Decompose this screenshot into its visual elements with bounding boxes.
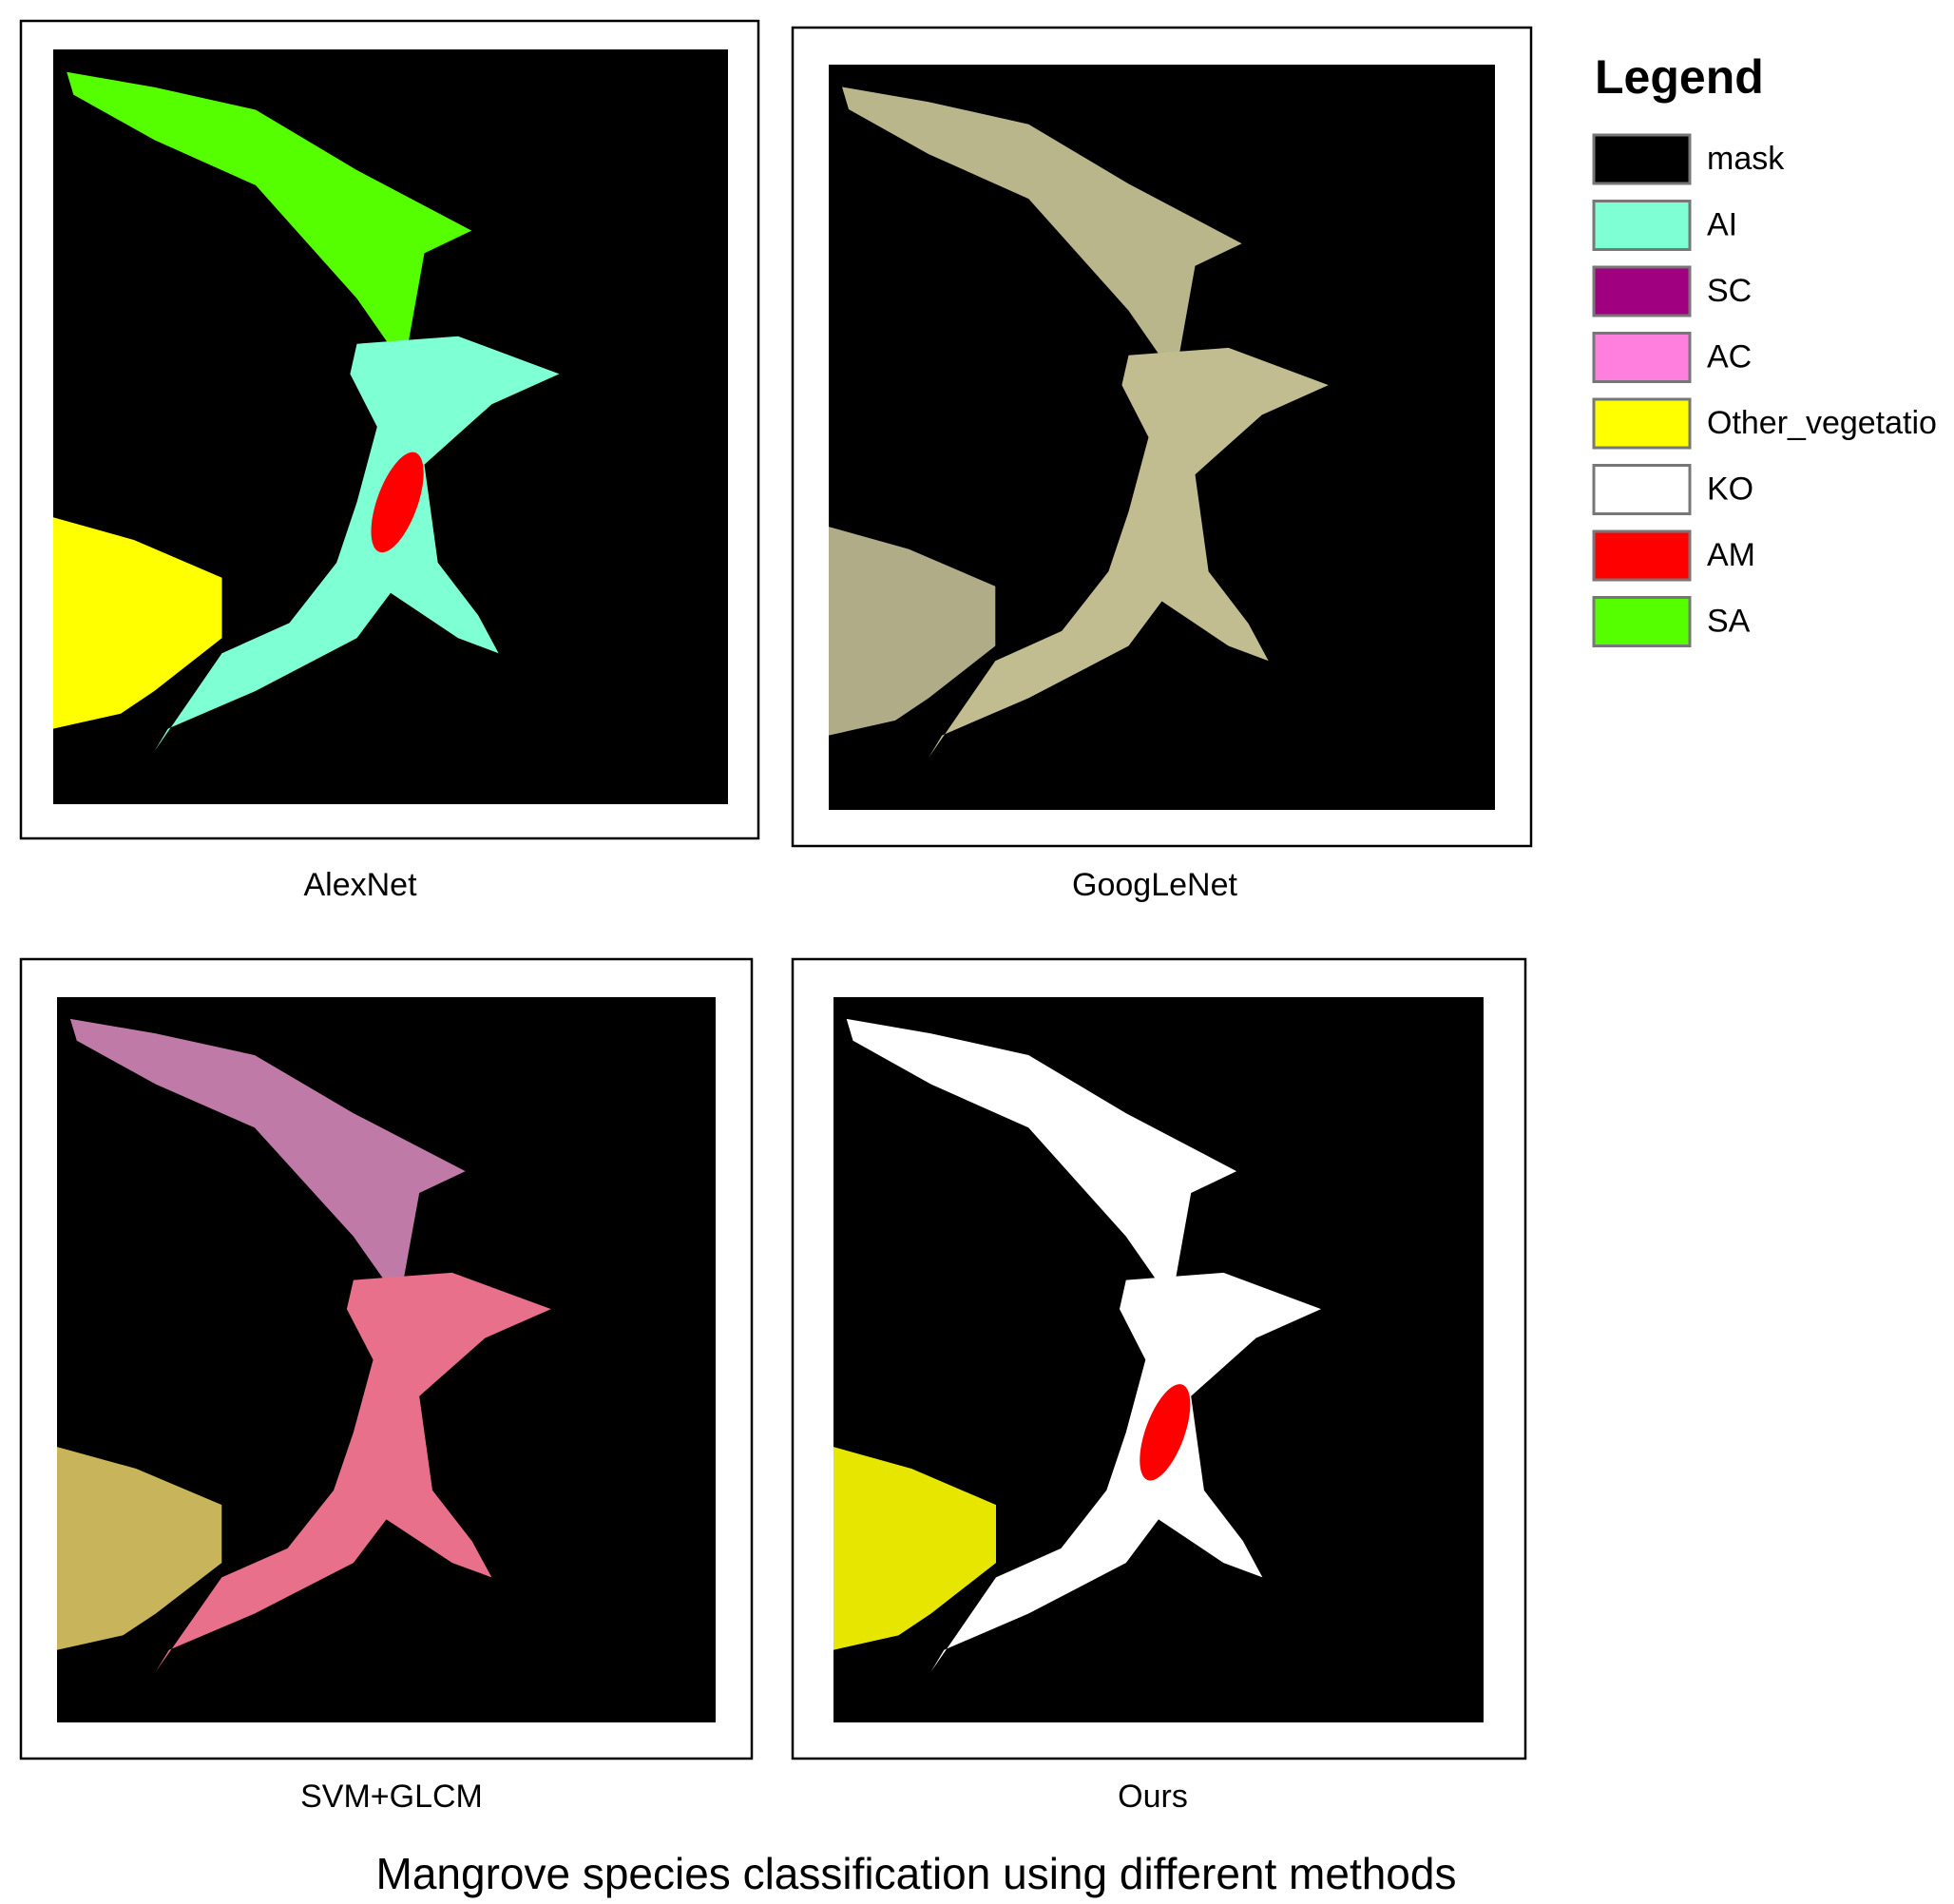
- legend-title: Legend: [1595, 50, 1764, 104]
- figure: Legend Mangrove species classification u…: [0, 0, 1954, 1904]
- legend-label: AC: [1707, 338, 1752, 375]
- figure-title: Mangrove species classification using di…: [376, 1849, 1457, 1898]
- legend-label: SC: [1707, 273, 1752, 309]
- legend-swatch: [1594, 466, 1690, 514]
- legend-label: Other_vegetatio: [1707, 405, 1937, 441]
- panel-caption: GoogLeNet: [1072, 867, 1237, 903]
- legend-label: AI: [1707, 206, 1737, 242]
- legend-swatch: [1594, 399, 1690, 448]
- panel-caption: Ours: [1118, 1779, 1188, 1815]
- panel-caption: SVM+GLCM: [300, 1779, 483, 1815]
- legend-swatch: [1594, 598, 1690, 646]
- legend-label: mask: [1707, 141, 1785, 177]
- legend-swatch: [1594, 135, 1690, 183]
- legend-label: SA: [1707, 603, 1751, 639]
- legend-swatch: [1594, 267, 1690, 316]
- legend-label: AM: [1707, 537, 1755, 573]
- panel-caption: AlexNet: [303, 867, 417, 903]
- legend-swatch: [1594, 531, 1690, 580]
- legend-swatch: [1594, 334, 1690, 382]
- legend-swatch: [1594, 202, 1690, 250]
- legend-label: KO: [1707, 471, 1753, 507]
